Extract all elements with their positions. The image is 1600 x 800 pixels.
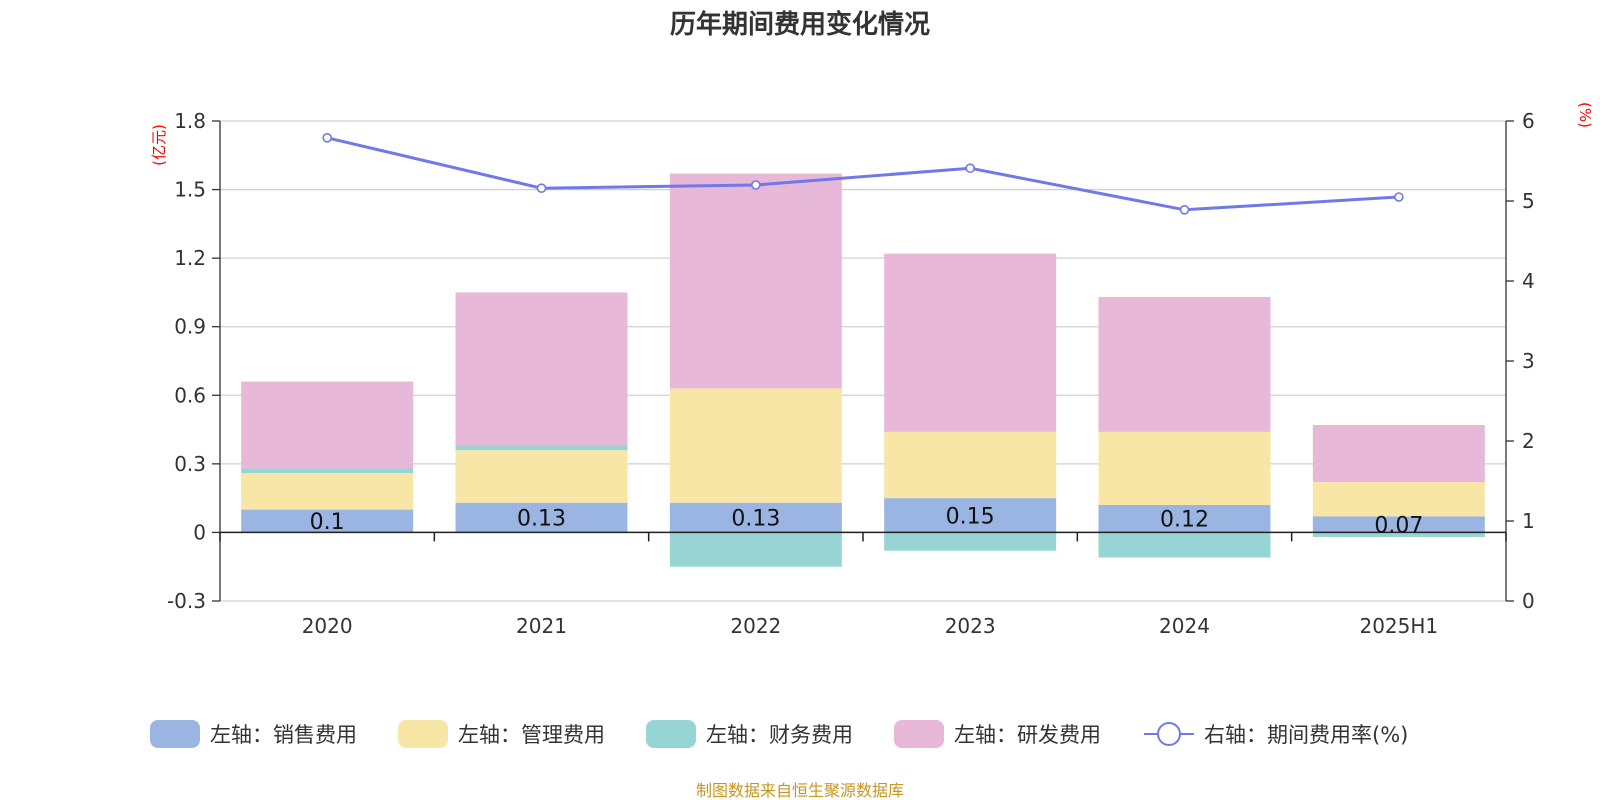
bar-segment [1098,505,1271,533]
bar-segment [455,292,628,446]
bar-segment [241,509,414,533]
x-tick-label: 2023 [945,614,996,638]
bar-segment [1098,431,1271,505]
chart-title: 历年期间费用变化情况 [670,9,930,40]
bar-segment [669,173,842,389]
bar-segment [884,431,1057,499]
x-tick-label: 2024 [1159,614,1210,638]
x-tick-label: 2021 [516,614,567,638]
bar-segment [884,498,1057,533]
x-tick-label: 2025H1 [1359,614,1438,638]
legend-swatch [398,720,448,748]
legend-label: 右轴：期间费用率(%) [1204,723,1408,747]
left-tick-label: -0.3 [167,589,206,613]
legend-label: 左轴：管理费用 [458,723,605,747]
bar-segment [1312,482,1485,517]
bar-segment [669,502,842,533]
right-axis-unit: (%) [1576,102,1594,128]
axes: -0.3 0 0.3 0.6 0.9 1.2 1.5 1.8 0 1 2 3 4 5 6 2020 2021 20… [167,109,1535,638]
x-tick-label: 2022 [730,614,781,638]
legend-swatch [646,720,696,748]
expense-rate-line [322,133,1404,215]
legend-swatch [150,720,200,748]
bar-segment [1312,425,1485,483]
right-tick-label: 1 [1522,509,1535,533]
legend-item: 左轴：财务费用 [646,720,853,748]
bar-segment [241,473,414,510]
rate-point [965,163,975,173]
rate-point [751,180,761,190]
legend-item: 左轴：研发费用 [894,720,1101,748]
rate-line-path [326,136,1399,212]
bar-segment [1312,532,1485,537]
legend-item: 左轴：销售费用 [150,720,357,748]
bar-segment [241,468,414,473]
bar-segment [241,381,414,469]
bar-segment [1312,516,1485,533]
data-label: 0.13 [731,507,780,532]
right-tick-label: 5 [1522,189,1535,213]
right-tick-label: 3 [1522,349,1535,373]
data-label: 0.15 [946,504,995,529]
bar-segment [669,532,842,567]
bar-segment [1098,532,1271,558]
left-tick-label: 1.2 [174,246,206,270]
left-tick-label: 1.8 [174,109,206,133]
left-tick-label: 0 [193,520,206,544]
bars [241,173,1485,567]
left-tick-label: 1.5 [174,178,206,202]
source-note: 制图数据来自恒生聚源数据库 [696,781,904,800]
legend-label: 左轴：研发费用 [954,723,1101,747]
right-tick-label: 4 [1522,269,1535,293]
data-label: 0.1 [310,510,345,535]
legend: 左轴：销售费用 左轴：管理费用 左轴：财务费用 左轴：研发费用 右轴：期间费用率(%) [150,720,1408,748]
legend-item: 右轴：期间费用率(%) [1144,722,1408,747]
left-tick-label: 0.3 [174,452,206,476]
legend-label: 左轴：销售费用 [210,723,357,747]
legend-marker [1157,722,1181,746]
rate-point [1179,205,1190,215]
bar-segment [884,253,1057,432]
left-tick-label: 0.6 [174,383,206,407]
data-label: 0.13 [517,507,566,532]
right-tick-label: 0 [1522,589,1535,613]
bar-segment [884,532,1057,551]
data-labels: 0.1 0.13 0.13 0.15 0.12 0.07 [310,504,1424,538]
rate-point [536,183,547,193]
bar-segment [455,445,628,451]
bar-segment [669,388,842,503]
bar-segment [455,450,628,503]
legend-label: 左轴：财务费用 [706,723,853,747]
x-tick-label: 2020 [302,614,353,638]
left-tick-label: 0.9 [174,315,206,339]
data-label: 0.07 [1374,513,1423,538]
right-tick-label: 2 [1522,429,1535,453]
legend-swatch [894,720,944,748]
right-tick-label: 6 [1522,109,1535,133]
legend-item: 左轴：管理费用 [398,720,605,748]
data-label: 0.12 [1160,508,1209,533]
left-axis-unit: (亿元) [150,124,168,166]
rate-point [322,133,332,143]
bar-segment [1098,297,1271,432]
rate-point [1394,192,1404,202]
bar-segment [455,502,628,533]
